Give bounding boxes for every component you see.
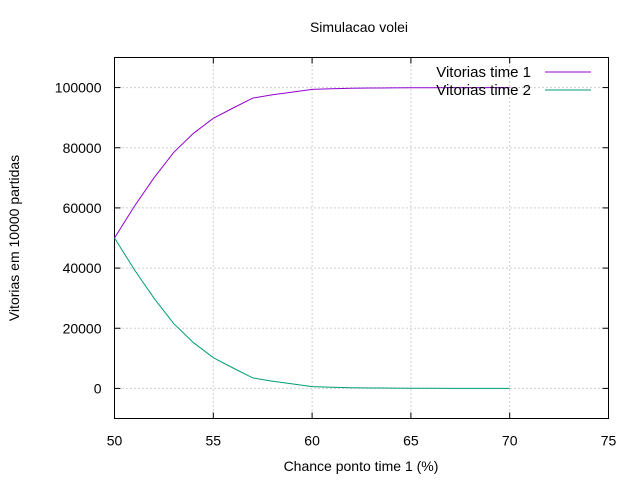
x-axis-label: Chance ponto time 1 (%) (284, 458, 439, 474)
x-tick-label: 75 (601, 433, 617, 449)
series-line-1 (114, 87, 510, 239)
y-tick-label: 60000 (63, 200, 102, 216)
axis-ticks: 50 55 60 65 70 75 0 20000 40000 60000 80000 100000 (55, 57, 617, 449)
x-tick-label: 60 (304, 433, 320, 449)
grid (114, 57, 609, 419)
x-tick-label: 50 (107, 433, 123, 449)
x-tick-label: 70 (502, 433, 518, 449)
series-line-2 (114, 237, 510, 389)
legend-label-2: Vitorias time 2 (436, 82, 531, 99)
series-lines (114, 87, 510, 389)
plot-frame (114, 57, 609, 419)
y-tick-label: 80000 (63, 140, 102, 156)
y-tick-label: 0 (94, 380, 102, 396)
y-axis-label: Vitorias em 10000 partidas (6, 155, 22, 321)
y-tick-label: 40000 (63, 260, 102, 276)
y-tick-label: 100000 (55, 80, 102, 96)
chart-title: Simulacao volei (310, 19, 408, 35)
x-tick-label: 55 (206, 433, 222, 449)
y-tick-label: 20000 (63, 320, 102, 336)
legend-label-1: Vitorias time 1 (436, 64, 531, 81)
x-tick-label: 65 (403, 433, 419, 449)
